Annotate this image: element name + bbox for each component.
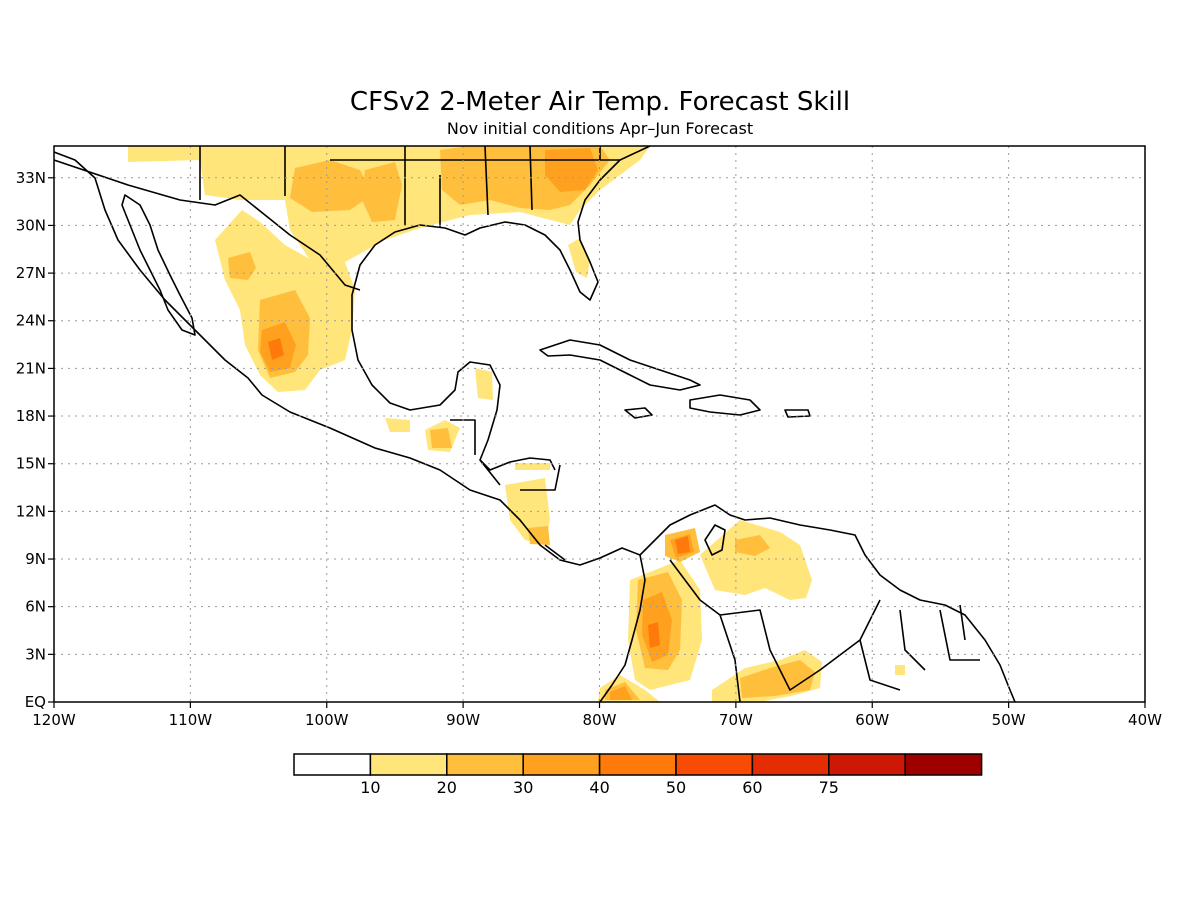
lat-tick-label: 18N	[16, 407, 46, 425]
colorbar-box	[904, 753, 983, 776]
coastlines	[54, 146, 1016, 702]
lon-tick-label: 60W	[855, 711, 889, 729]
shade-amazon-a	[740, 660, 815, 698]
colorbar-label: 20	[437, 778, 457, 797]
shade-mexico-max	[268, 338, 284, 360]
colorbar-box	[751, 753, 830, 776]
lat-tick-label: 15N	[16, 455, 46, 473]
lon-tick-label: 70W	[719, 711, 753, 729]
lat-tick-label: 9N	[25, 550, 46, 568]
map-area	[54, 146, 1016, 702]
colorbar-box	[293, 753, 372, 776]
skill-shading-10	[128, 146, 905, 702]
colorbar-label: 10	[360, 778, 380, 797]
colorbar-box	[828, 753, 906, 776]
coast-jamaica	[624, 407, 653, 419]
colorbar-label: 75	[819, 778, 839, 797]
shade-mexico-nw	[228, 252, 256, 280]
shade-venezuela-a	[735, 535, 770, 556]
shade-texas-a	[290, 160, 372, 212]
shade-costa-rica	[528, 526, 550, 545]
gridlines	[54, 146, 1145, 702]
lat-tick-label: 30N	[16, 216, 46, 234]
lat-tick-label: 6N	[25, 598, 46, 616]
colorbar-box	[369, 753, 448, 776]
colorbar-box	[446, 753, 524, 776]
coast-baja	[121, 194, 196, 336]
lat-tick-label: 3N	[25, 645, 46, 663]
border-south-america	[669, 559, 980, 702]
skill-shading-40	[268, 338, 690, 648]
shade-venezuela	[700, 520, 812, 600]
shade-texas-b	[362, 162, 402, 222]
map-title: CFSv2 2-Meter Air Temp. Forecast Skill	[350, 87, 850, 117]
lat-tick-label: 27N	[16, 264, 46, 282]
colorbar-label: 50	[666, 778, 686, 797]
lon-tick-label: 90W	[446, 711, 480, 729]
longitude-axis: 120W 110W 100W 90W 80W 70W 60W 50W 40W	[32, 702, 1162, 729]
lon-tick-label: 40W	[1128, 711, 1162, 729]
colorbar-box	[675, 753, 754, 776]
lon-tick-label: 120W	[32, 711, 76, 729]
colorbar-label: 40	[589, 778, 609, 797]
colorbar-label: 60	[742, 778, 762, 797]
lat-tick-label: 12N	[16, 502, 46, 520]
coast-north-america-pacific	[54, 151, 641, 566]
coast-cuba	[539, 339, 701, 391]
shade-honduras	[515, 463, 550, 470]
border-central-america	[450, 419, 566, 561]
map-subtitle: Nov initial conditions Apr–Jun Forecast	[447, 119, 753, 138]
lon-tick-label: 80W	[583, 711, 617, 729]
coast-south-america-pacific	[599, 554, 646, 702]
lat-tick-label: EQ	[25, 693, 46, 711]
colorbar: 10 20 30 40 50 60 75	[293, 753, 983, 797]
lon-tick-label: 100W	[305, 711, 349, 729]
lat-tick-label: 33N	[16, 169, 46, 187]
shade-amazon-core	[610, 686, 632, 700]
shade-colombia-max	[648, 622, 660, 648]
coast-maracaibo	[704, 524, 726, 556]
shade-georgia	[545, 148, 598, 192]
latitude-axis: EQ 3N 6N 9N 12N 15N 18N 21N 24N 27N 30N 33N	[16, 169, 54, 711]
lon-tick-label: 50W	[992, 711, 1026, 729]
colorbar-box	[598, 753, 677, 776]
shade-belize	[430, 428, 452, 448]
shade-guyana-spot	[895, 665, 905, 675]
shade-yucatan	[475, 368, 493, 400]
colorbar-label: 30	[513, 778, 533, 797]
colorbar-box	[522, 753, 601, 776]
map-frame	[53, 145, 1146, 703]
shade-caribbean-colombia-max	[675, 536, 690, 554]
shade-veracruz	[385, 418, 410, 432]
lat-tick-label: 24N	[16, 312, 46, 330]
coast-hispaniola	[689, 394, 761, 416]
lon-tick-label: 110W	[169, 711, 213, 729]
lat-tick-label: 21N	[16, 359, 46, 377]
coast-gulf-of-mexico	[351, 146, 651, 471]
border-us-mexico	[54, 159, 361, 291]
